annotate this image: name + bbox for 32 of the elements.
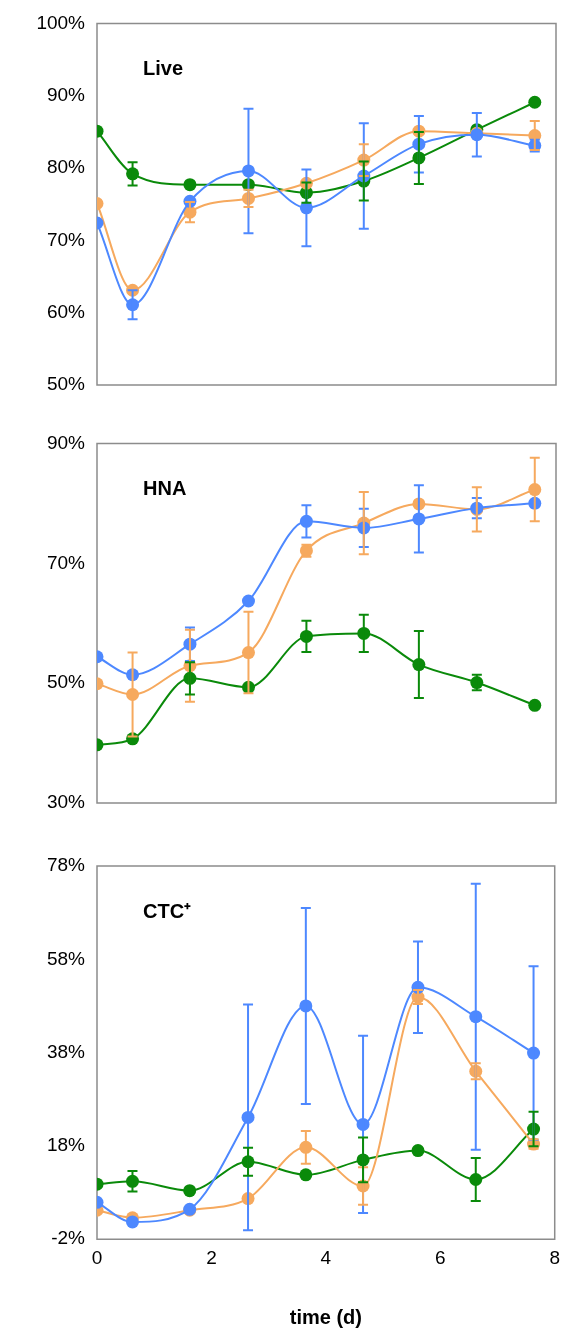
y-tick-label: 70%	[46, 228, 86, 250]
y-tick-label: 78%	[46, 854, 86, 876]
x-axis-title: time (d)	[289, 1305, 362, 1328]
y-tick-label: 70%	[46, 551, 86, 573]
text: HNA	[143, 476, 187, 499]
point	[183, 1184, 197, 1198]
x-tick-label: 6	[435, 1246, 446, 1268]
y-tick-label: 90%	[46, 431, 86, 453]
point	[411, 1144, 425, 1158]
point	[241, 594, 255, 608]
text: CTC⁺	[143, 899, 192, 922]
point	[528, 95, 542, 109]
point	[125, 1215, 139, 1229]
y-tick-label: 50%	[46, 373, 86, 395]
point	[528, 698, 542, 712]
y-tick-label: 80%	[46, 156, 86, 178]
point	[183, 178, 197, 192]
y-tick-label: 18%	[46, 1134, 86, 1156]
y-tick-label: 38%	[46, 1040, 86, 1062]
y-tick-label: 90%	[46, 83, 86, 105]
y-tick-label: 60%	[46, 300, 86, 322]
y-tick-label: 50%	[46, 671, 86, 693]
text: Live	[143, 56, 184, 79]
x-tick-label: 8	[549, 1246, 561, 1268]
y-tick-label: 58%	[46, 947, 86, 969]
y-tick-label: 100%	[36, 11, 86, 33]
y-tick-label: 30%	[46, 791, 86, 813]
x-tick-label: 0	[91, 1246, 103, 1268]
y-tick-label: -2%	[51, 1227, 86, 1249]
x-tick-label: 2	[206, 1246, 217, 1268]
x-tick-label: 4	[320, 1246, 332, 1268]
point	[299, 1168, 313, 1182]
